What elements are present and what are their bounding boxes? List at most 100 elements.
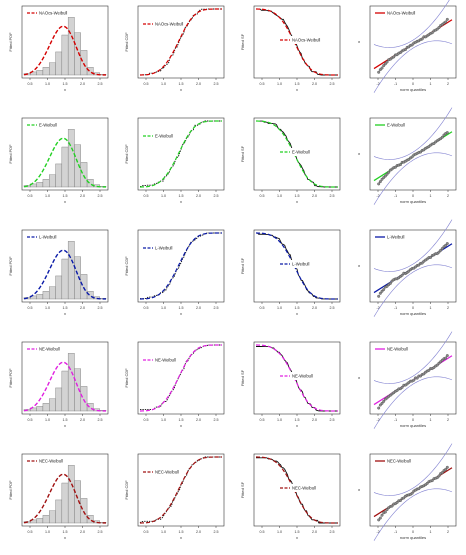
x-axis-label: x <box>296 199 298 204</box>
fitted-sf-curve <box>255 344 338 412</box>
legend-box <box>141 20 181 28</box>
histogram-bar <box>55 51 63 76</box>
x-tick-label: 1.0 <box>45 530 50 534</box>
qq-point <box>385 172 389 176</box>
fitted-sf-curve <box>255 232 338 300</box>
y-axis-label: Fitted PDF <box>8 256 13 276</box>
qq-point <box>410 43 414 47</box>
x-tick-label: 2.0 <box>80 194 85 198</box>
x-tick-label: 0.5 <box>28 82 33 86</box>
x-tick-label: 1.5 <box>63 194 68 198</box>
panel-sf-3: 0.5 1.0 1.5 2.0 2.5 x Fitted SF L-Weibull <box>240 229 341 316</box>
histogram-bar <box>55 499 63 524</box>
panel-pdf-2: 0.5 1.0 1.5 2.0 2.5 x Fitted PDF E-Weibull <box>8 117 109 204</box>
histogram-bar <box>80 162 88 188</box>
legend-box <box>141 356 181 364</box>
qq-point <box>377 70 381 74</box>
histogram-bar <box>86 403 94 412</box>
legend-label: NAOcs-Weibull <box>39 11 67 16</box>
histogram-bar <box>55 275 63 300</box>
panel-cdf-5: 0.5 1.0 1.5 2.0 2.5 x Fitted CDF NEC-Weibull <box>124 453 225 540</box>
x-tick-label: 1.0 <box>277 306 282 310</box>
fitted-cdf-curve <box>139 120 222 188</box>
legend-label: NEC-Weibull <box>39 459 63 464</box>
x-tick-label: 1.0 <box>277 418 282 422</box>
x-tick-label: 2.5 <box>98 82 103 86</box>
plot-frame <box>137 5 225 79</box>
legend-box <box>278 372 318 380</box>
qq-point <box>380 177 384 181</box>
x-tick-label: 2.0 <box>80 418 85 422</box>
x-axis-label: norm quantiles <box>400 423 426 428</box>
x-tick-label: 1.0 <box>161 418 166 422</box>
x-axis-label: norm quantiles <box>400 311 426 316</box>
histogram-bar <box>42 515 50 524</box>
x-tick-label: 1.0 <box>161 194 166 198</box>
legend-label: NAOcs-Weibull <box>155 22 183 27</box>
panel-cdf-3: 0.5 1.0 1.5 2.0 2.5 x Fitted CDF L-Weibull <box>124 229 225 316</box>
x-tick-label: 0.5 <box>144 82 149 86</box>
x-tick-label: 2.0 <box>80 530 85 534</box>
x-tick-label: 1.5 <box>295 82 300 86</box>
qq-band-lower <box>373 376 453 429</box>
qq-point <box>398 499 402 502</box>
y-axis-label: x <box>356 489 361 491</box>
x-axis-label: x <box>296 311 298 316</box>
x-axis-label: x <box>180 199 182 204</box>
panel-sf-2: 0.5 1.0 1.5 2.0 2.5 x Fitted SF E-Weibull <box>240 117 341 204</box>
x-tick-label: 0.5 <box>260 530 265 534</box>
qq-band-upper <box>373 331 453 384</box>
histogram-bar <box>61 258 69 300</box>
legend-box <box>25 457 65 465</box>
panel-pdf-4: 0.5 1.0 1.5 2.0 2.5 x Fitted PDF NE-Weibull <box>8 341 109 428</box>
y-axis-label: Fitted CDF <box>124 368 129 388</box>
qq-band-lower <box>373 264 453 317</box>
x-tick-label: 0 <box>412 530 414 534</box>
qq-point <box>429 255 433 259</box>
x-axis-label: x <box>180 535 182 540</box>
legend-box <box>141 244 181 252</box>
panel-sf-5: 0.5 1.0 1.5 2.0 2.5 x Fitted SF NEC-Weibull <box>240 453 341 540</box>
x-tick-label: 2.5 <box>98 418 103 422</box>
qq-point <box>437 26 441 30</box>
qq-point <box>439 248 443 252</box>
x-tick-label: -2 <box>376 194 379 198</box>
legend-box <box>25 345 65 353</box>
legend-box <box>278 260 318 268</box>
y-axis-label: Fitted PDF <box>8 144 13 164</box>
legend-label: L-Weibull <box>387 235 404 240</box>
x-tick-label: 2.5 <box>330 530 335 534</box>
qq-point <box>437 474 441 478</box>
x-tick-label: 1.0 <box>277 194 282 198</box>
legend-box <box>141 468 181 476</box>
qq-point <box>430 31 434 35</box>
x-tick-label: 2 <box>447 530 449 534</box>
legend-box <box>278 148 318 156</box>
x-tick-label: 0.5 <box>28 306 33 310</box>
fitted-pdf-curve <box>23 137 107 188</box>
y-axis-label: Fitted PDF <box>8 480 13 500</box>
qq-point <box>377 182 381 186</box>
panel-pdf-1: 0.5 1.0 1.5 2.0 2.5 x Fitted PDF NAOcs-Weibull <box>8 5 109 92</box>
x-tick-label: 1 <box>430 306 432 310</box>
x-tick-label: 2.5 <box>330 194 335 198</box>
qq-band-upper <box>373 443 453 496</box>
histogram-bar <box>55 163 63 188</box>
legend-box <box>141 132 181 140</box>
qq-point <box>444 467 448 471</box>
x-tick-label: 0 <box>412 194 414 198</box>
qq-point <box>390 504 394 508</box>
plot-frame <box>137 341 225 415</box>
x-tick-label: 1.0 <box>161 530 166 534</box>
x-axis-label: x <box>64 311 66 316</box>
qq-point <box>420 37 424 41</box>
qq-point <box>410 491 414 495</box>
legend-box <box>25 233 65 241</box>
histogram-bar <box>42 403 50 412</box>
x-tick-label: 2.0 <box>196 194 201 198</box>
x-axis-label: norm quantiles <box>400 535 426 540</box>
qq-point <box>404 48 407 51</box>
histogram-bar <box>74 256 81 300</box>
histogram-bar <box>86 515 94 524</box>
x-tick-label: -1 <box>394 194 397 198</box>
